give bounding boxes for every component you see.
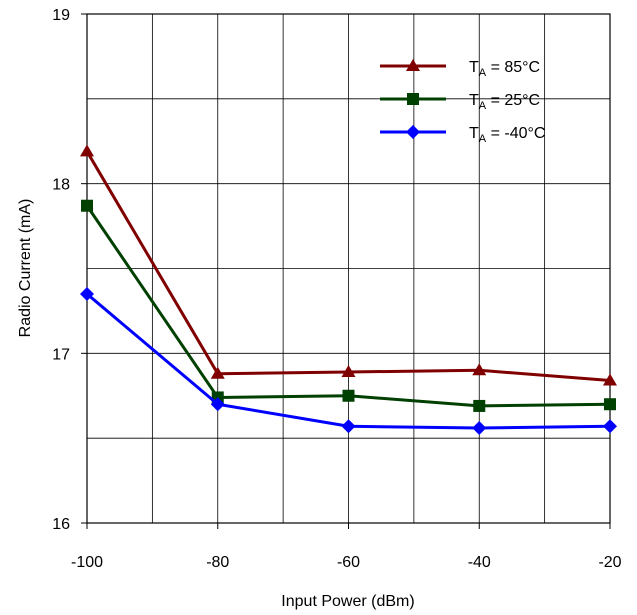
data-point xyxy=(472,420,487,435)
x-axis-title: Input Power (dBm) xyxy=(281,593,414,610)
data-point xyxy=(604,398,616,411)
legend-marker xyxy=(406,125,420,139)
x-tick-label: -80 xyxy=(206,554,229,571)
series-layer xyxy=(80,144,617,435)
legend-label-suffix: = 85°C xyxy=(486,59,540,76)
legend-label-subscript: A xyxy=(479,133,487,145)
data-point xyxy=(472,363,487,376)
x-tick-label: -100 xyxy=(71,554,103,571)
legend-label: TA = 85°C xyxy=(469,59,540,79)
y-tick-label: 18 xyxy=(52,177,70,194)
legend-entry-2: TA = 25°C xyxy=(380,92,540,112)
y-axis-title: Radio Current (mA) xyxy=(17,199,34,338)
legend-label-suffix: = 25°C xyxy=(486,92,540,109)
legend-entry-1: TA = 85°C xyxy=(380,59,540,79)
data-point xyxy=(80,286,94,301)
data-point xyxy=(81,199,93,212)
y-tick-label: 17 xyxy=(52,346,70,363)
data-point xyxy=(603,373,617,386)
data-point xyxy=(80,144,94,157)
data-point xyxy=(342,389,355,402)
legend-label-suffix: = -40°C xyxy=(486,125,545,142)
x-tick-label: -60 xyxy=(337,554,360,571)
y-tick-label: 19 xyxy=(52,7,70,24)
grid xyxy=(87,14,610,523)
axis-ticks: -100 -80 -60 -40 -20 16 17 18 19 xyxy=(52,7,621,571)
data-point xyxy=(341,419,356,434)
legend-entry-3: TA = -40°C xyxy=(380,125,545,145)
x-tick-label: -40 xyxy=(468,554,491,571)
data-point xyxy=(603,419,617,434)
legend-marker xyxy=(407,93,419,105)
legend-label-prefix: T xyxy=(469,59,479,76)
data-point xyxy=(210,366,225,379)
data-point xyxy=(210,397,225,412)
legend-label: TA = -40°C xyxy=(469,125,545,145)
legend-label-prefix: T xyxy=(469,125,479,142)
x-tick-label: -20 xyxy=(598,554,621,571)
y-tick-label: 16 xyxy=(52,516,70,533)
legend-marker xyxy=(406,59,420,71)
data-point xyxy=(341,364,356,377)
data-point xyxy=(473,399,486,412)
series-3 xyxy=(80,286,617,435)
series-1 xyxy=(80,144,617,386)
legend-label-subscript: A xyxy=(479,100,487,112)
legend-label: TA = 25°C xyxy=(469,92,540,112)
legend-label-subscript: A xyxy=(479,67,487,79)
legend-label-prefix: T xyxy=(469,92,479,109)
legend: TA = 85°CTA = 25°CTA = -40°C xyxy=(380,59,545,145)
